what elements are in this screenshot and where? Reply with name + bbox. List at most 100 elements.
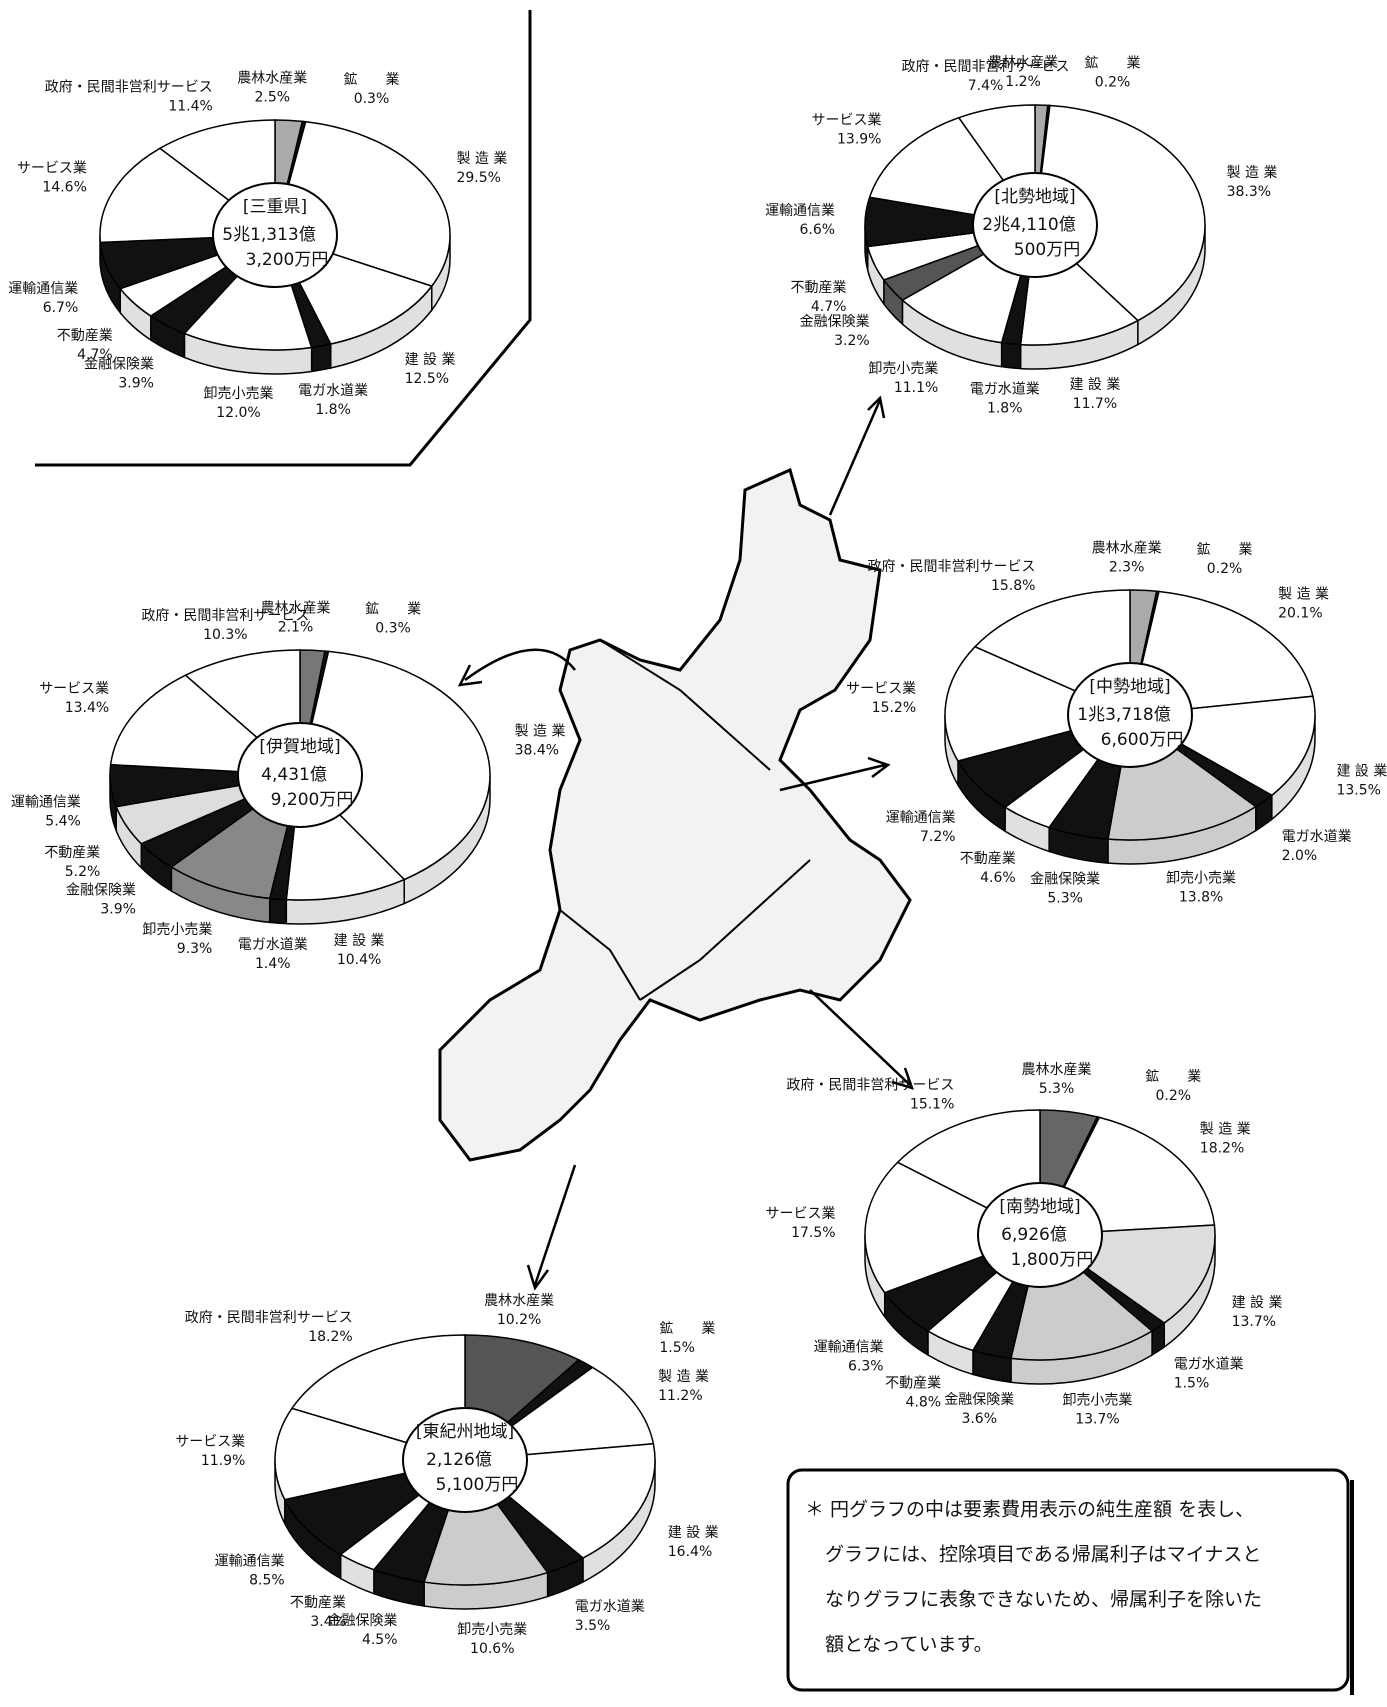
slice-label: 運輸通信業	[765, 203, 835, 219]
center-text: 1,800万円	[1011, 1250, 1094, 1270]
pie-side	[268, 897, 288, 925]
slice-value-label: 12.5%	[405, 371, 449, 387]
slice-value-label: 2.5%	[254, 89, 290, 105]
center-title: [中勢地域]	[1089, 677, 1170, 697]
slice-value-label: 7.4%	[968, 78, 1004, 94]
note-line: なりグラフに表象できないため、帰属利子を除いた	[825, 1589, 1262, 1611]
slice-value-label: 1.4%	[255, 956, 291, 972]
slice-value-label: 0.3%	[375, 621, 411, 637]
slice-value-label: 15.2%	[872, 700, 916, 716]
slice-label: 農林水産業	[237, 70, 307, 86]
slice-value-label: 1.8%	[987, 400, 1023, 416]
slice-label: 金融保険業	[84, 357, 154, 373]
note-line: グラフには、控除項目である帰属利子はマイナスと	[825, 1544, 1261, 1566]
slice-label: 卸売小売業	[1166, 870, 1236, 886]
slice-label: 農林水産業	[260, 600, 330, 616]
pie-chart: [東紀州地域] 2,126億 5,100万円 農林水産業 10.2% 鉱 業 1.5% 製 造…	[175, 1293, 718, 1657]
slice-value-label: 2.0%	[1282, 848, 1318, 864]
slice-value-label: 18.2%	[1200, 1141, 1244, 1157]
map-border	[559, 639, 811, 1001]
center-text: 5,100万円	[436, 1475, 519, 1495]
slice-value-label: 1.5%	[659, 1340, 695, 1356]
center-text: 6,600万円	[1101, 730, 1184, 750]
slice-value-label: 10.4%	[337, 952, 381, 968]
slice-label: 金融保険業	[328, 1613, 398, 1629]
slice-value-label: 20.1%	[1278, 605, 1322, 621]
slice-value-label: 10.6%	[470, 1641, 514, 1657]
slice-label: 運輸通信業	[8, 281, 78, 297]
pie-chart: [三重県] 5兆1,313億 3,200万円 農林水産業 2.5% 鉱 業 0.3% 製 造 …	[8, 70, 507, 421]
slice-value-label: 15.1%	[910, 1096, 954, 1112]
slice-value-label: 2.1%	[278, 619, 314, 635]
slice-label: 不動産業	[790, 280, 846, 296]
slice-label: 農林水産業	[1021, 1062, 1091, 1078]
slice-value-label: 3.4%	[310, 1614, 346, 1630]
slice-label: サービス業	[17, 160, 87, 176]
slice-label: サービス業	[39, 681, 109, 697]
center-label-bg	[1067, 662, 1193, 768]
slice-label: サービス業	[766, 1206, 836, 1222]
center-text: 2,126億	[426, 1450, 492, 1470]
slice-value-label: 5.3%	[1039, 1081, 1075, 1097]
slice-label: 政府・民間非営利サービス	[141, 608, 309, 624]
slice-value-label: 6.6%	[799, 222, 835, 238]
slice-label: 金融保険業	[66, 883, 136, 899]
slice-value-label: 16.4%	[668, 1544, 712, 1560]
arrows	[457, 395, 914, 1291]
slice-label: 鉱 業	[1085, 55, 1141, 72]
slice-value-label: 6.3%	[848, 1358, 884, 1374]
center-text: 1兆3,718億	[1077, 705, 1170, 725]
slice-label: 建 設 業	[668, 1525, 719, 1541]
slice-label: 農林水産業	[484, 1293, 554, 1309]
slice-label: 運輸通信業	[886, 810, 956, 826]
pie-chart: [北勢地域] 2兆4,110億 500万円 農林水産業 1.2% 鉱 業 0.2% 製 造 業…	[765, 55, 1277, 417]
slice-value-label: 10.2%	[497, 1312, 541, 1328]
slice-value-label: 4.6%	[980, 870, 1016, 886]
slice-value-label: 1.2%	[1005, 74, 1041, 90]
slice-label: 運輸通信業	[814, 1339, 884, 1355]
pie-slice	[864, 1161, 1042, 1294]
slice-value-label: 7.2%	[920, 829, 956, 845]
center-text: 2兆4,110億	[982, 215, 1075, 235]
slice-label: 卸売小売業	[142, 922, 212, 938]
slice-value-label: 0.2%	[1207, 561, 1243, 577]
slice-label: 農林水産業	[1092, 540, 1162, 556]
center-label-bg	[212, 182, 338, 288]
center-label-bg	[402, 1407, 528, 1513]
slice-value-label: 13.4%	[65, 700, 109, 716]
slice-value-label: 11.9%	[201, 1453, 245, 1469]
slice-label: 建 設 業	[1336, 763, 1387, 779]
slice-label: 鉱 業	[1197, 541, 1253, 558]
slice-value-label: 14.6%	[42, 179, 86, 195]
slice-value-label: 5.2%	[65, 864, 101, 880]
slice-value-label: 15.8%	[991, 578, 1035, 594]
pie-chart: [南勢地域] 6,926億 1,800万円 農林水産業 5.3% 鉱 業 0.2% 製 造 業…	[766, 1062, 1283, 1427]
slice-value-label: 8.5%	[249, 1572, 285, 1588]
slice-value-label: 13.8%	[1179, 889, 1223, 905]
slice-label: 建 設 業	[334, 933, 385, 949]
slice-value-label: 5.3%	[1047, 891, 1083, 907]
slice-label: 建 設 業	[1069, 377, 1120, 393]
slice-label: 製 造 業	[1227, 165, 1278, 181]
slice-label: サービス業	[175, 1434, 245, 1450]
pie-slice	[274, 1407, 468, 1501]
pie-side	[310, 343, 332, 373]
slice-value-label: 5.4%	[45, 814, 81, 830]
slice-label: 政府・民間非営利サービス	[902, 59, 1070, 75]
slice-label: 金融保険業	[944, 1392, 1014, 1408]
slice-label: 不動産業	[885, 1375, 941, 1391]
slice-label: 電ガ水道業	[238, 937, 308, 953]
slice-label: 製 造 業	[1200, 1122, 1251, 1138]
slice-label: サービス業	[846, 681, 916, 697]
center-text: 9,200万円	[271, 790, 354, 810]
slice-value-label: 4.8%	[906, 1394, 942, 1410]
slice-value-label: 3.6%	[961, 1411, 997, 1427]
slice-value-label: 0.2%	[1156, 1088, 1192, 1104]
slice-label: サービス業	[811, 113, 881, 129]
center-text: 4,431億	[261, 765, 327, 785]
map	[438, 467, 912, 1162]
center-text: 5兆1,313億	[222, 225, 315, 245]
slice-label: 鉱 業	[1145, 1068, 1201, 1085]
slice-value-label: 13.5%	[1336, 782, 1380, 798]
